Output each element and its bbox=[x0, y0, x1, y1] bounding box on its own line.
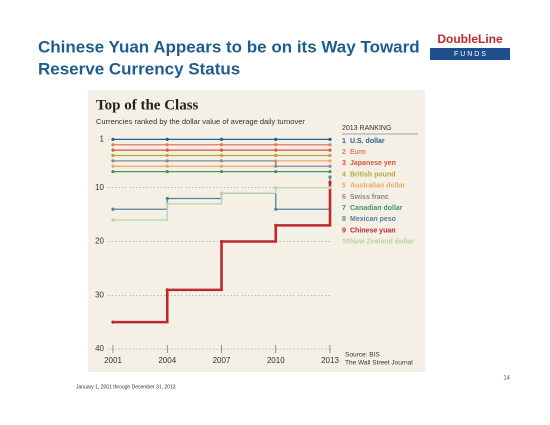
logo: DoubleLine bbox=[437, 32, 503, 46]
x-tick-label: 2004 bbox=[158, 356, 176, 365]
point bbox=[219, 164, 224, 168]
x-tick-label: 2010 bbox=[267, 356, 285, 365]
point bbox=[328, 175, 332, 179]
chart-title: Top of the Class bbox=[96, 97, 199, 113]
legend-rank: 1 bbox=[342, 138, 346, 145]
point bbox=[111, 153, 115, 158]
point bbox=[165, 288, 169, 292]
legend-label: Mexican peso bbox=[350, 216, 396, 223]
y-tick-label: 40 bbox=[95, 344, 104, 353]
logo-sub: F U N D S bbox=[454, 51, 486, 58]
logo-box bbox=[430, 33, 510, 47]
x-tick-label: 2013 bbox=[321, 356, 339, 365]
y-tick-label: 20 bbox=[95, 237, 104, 246]
source-publisher: The Wall Street Journal bbox=[345, 360, 413, 367]
source: Source: BIS bbox=[345, 352, 380, 359]
legend-label: British pound bbox=[350, 171, 396, 178]
slide-title: Reserve Currency Status bbox=[38, 59, 240, 78]
legend-rank: 9 bbox=[342, 227, 346, 234]
point bbox=[274, 137, 278, 141]
point bbox=[165, 143, 169, 147]
point bbox=[219, 137, 224, 141]
point bbox=[165, 202, 169, 206]
point bbox=[328, 148, 332, 152]
y-tick-label: 1 bbox=[100, 134, 105, 143]
point bbox=[165, 170, 169, 174]
legend-rank: 3 bbox=[342, 160, 346, 167]
page-number: 14 bbox=[503, 376, 510, 382]
point bbox=[328, 143, 332, 147]
point bbox=[219, 153, 224, 158]
point bbox=[165, 153, 169, 158]
point bbox=[328, 186, 332, 190]
point bbox=[219, 239, 224, 244]
legend-label: Japanese yen bbox=[350, 160, 396, 167]
point bbox=[219, 170, 224, 174]
legend-rank: 7 bbox=[342, 205, 346, 212]
point bbox=[111, 148, 115, 152]
point bbox=[219, 148, 224, 152]
logo-band bbox=[430, 48, 510, 60]
series-line bbox=[113, 160, 330, 167]
chart-subtitle: Currencies ranked by the dollar value of… bbox=[96, 117, 305, 126]
point bbox=[165, 137, 169, 141]
legend-label: Canadian dollar bbox=[350, 205, 403, 212]
point bbox=[165, 159, 169, 163]
point bbox=[111, 207, 115, 211]
point bbox=[111, 159, 115, 163]
point bbox=[274, 223, 278, 227]
legend-label: Swiss franc bbox=[350, 194, 389, 201]
point bbox=[274, 143, 278, 147]
legend-title: 2013 RANKING bbox=[342, 125, 391, 132]
legend-rank: 5 bbox=[342, 183, 346, 190]
point bbox=[111, 218, 115, 222]
point bbox=[328, 153, 332, 158]
point bbox=[274, 164, 278, 168]
legend-label: U.S. dollar bbox=[350, 138, 385, 145]
point bbox=[274, 153, 278, 158]
point bbox=[111, 143, 115, 147]
point bbox=[165, 196, 169, 201]
x-tick-label: 2007 bbox=[213, 356, 231, 365]
point bbox=[165, 148, 169, 152]
point bbox=[274, 186, 278, 190]
point bbox=[328, 164, 332, 168]
legend-rank: 6 bbox=[342, 194, 346, 201]
point bbox=[328, 159, 332, 163]
point bbox=[274, 170, 278, 174]
footnote: January 1, 2001 through December 31, 201… bbox=[76, 384, 176, 390]
legend-label: Australian dollar bbox=[350, 183, 406, 190]
series-line bbox=[113, 160, 330, 167]
slide-title: Chinese Yuan Appears to be on its Way To… bbox=[38, 37, 420, 56]
point bbox=[219, 143, 224, 147]
legend-rank: 4 bbox=[342, 171, 346, 178]
point bbox=[219, 159, 224, 163]
y-tick-label: 10 bbox=[95, 183, 104, 192]
point bbox=[165, 164, 169, 168]
legend-rank: 10 bbox=[342, 239, 350, 246]
point bbox=[328, 170, 332, 174]
point bbox=[328, 180, 332, 184]
point bbox=[274, 148, 278, 152]
legend-label: Chinese yuan bbox=[350, 227, 396, 234]
point bbox=[328, 137, 332, 141]
point bbox=[111, 137, 115, 141]
legend-label: New Zealand dollar bbox=[350, 239, 414, 246]
legend-rank: 8 bbox=[342, 216, 346, 223]
point bbox=[219, 191, 224, 195]
legend-rank: 2 bbox=[342, 149, 346, 156]
point bbox=[274, 207, 278, 211]
point bbox=[111, 320, 115, 324]
y-tick-label: 30 bbox=[95, 290, 104, 299]
legend-label: Euro bbox=[350, 149, 366, 156]
chart-panel bbox=[88, 90, 425, 372]
point bbox=[111, 164, 115, 168]
x-tick-label: 2001 bbox=[104, 356, 122, 365]
point bbox=[111, 170, 115, 174]
